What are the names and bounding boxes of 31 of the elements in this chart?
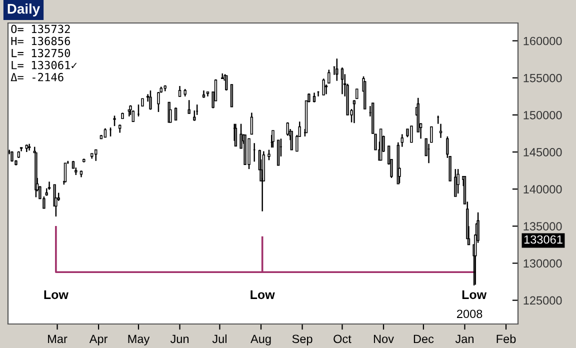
- annotation: Low: [462, 290, 487, 300]
- y-tick-label: 155000: [524, 74, 562, 82]
- annotation: O= 135732: [11, 24, 70, 34]
- chart-title: Daily: [8, 4, 40, 16]
- x-tick-label: Sep: [292, 334, 312, 346]
- x-tick-label: Jan: [455, 334, 474, 344]
- x-tick-label: Aug: [250, 334, 271, 346]
- annotation: L= 133061✓: [12, 60, 77, 70]
- x-tick-label: Jun: [170, 334, 189, 344]
- annotation: Low: [250, 290, 275, 300]
- annotation: 2008: [457, 310, 482, 318]
- x-tick-label: Feb: [496, 334, 516, 344]
- x-tick-label: Nov: [374, 334, 394, 344]
- annotation: Low: [44, 290, 68, 300]
- x-tick-label: Oct: [334, 334, 352, 344]
- x-tick-label: Jul: [212, 334, 226, 344]
- y-tick-label: 150000: [524, 110, 562, 120]
- y-tick-label: 160000: [524, 36, 562, 46]
- annotation: H= 136856: [11, 36, 70, 46]
- y-tick-label: 125000: [524, 296, 562, 305]
- y-tick-label: 135000: [524, 222, 562, 231]
- y-tick-label: 145000: [524, 148, 562, 156]
- x-tick-label: Dec: [414, 334, 434, 344]
- annotation: L= 132750: [12, 48, 70, 58]
- text: 133061: [524, 235, 562, 244]
- y-tick-label: 130000: [524, 259, 562, 268]
- x-tick-label: May: [128, 334, 150, 346]
- annotation: Δ= -2146: [10, 72, 64, 82]
- y-tick-label: 140000: [524, 185, 562, 194]
- x-tick-label: Apr: [89, 334, 108, 346]
- x-tick-label: Mar: [48, 334, 68, 344]
